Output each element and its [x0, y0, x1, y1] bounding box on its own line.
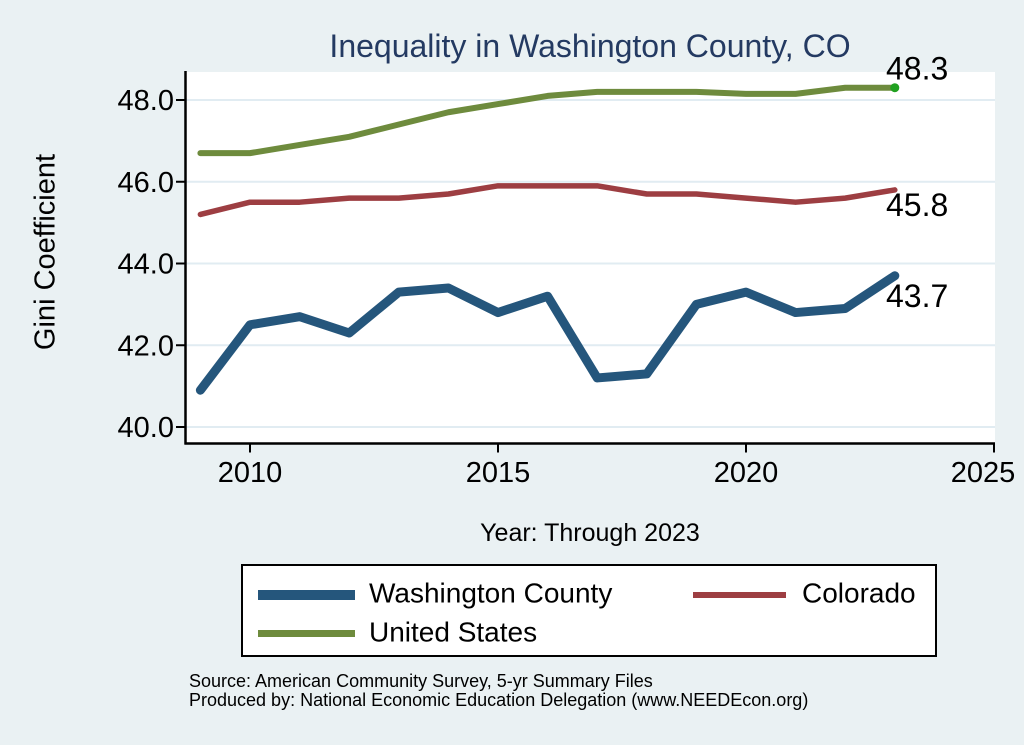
y-tick-label: 44.0 — [118, 249, 174, 281]
y-tick-label: 48.0 — [118, 85, 174, 117]
legend-label-colorado: Colorado — [802, 577, 916, 609]
y-tick-label: 42.0 — [118, 330, 174, 362]
legend-swatch-united-states — [258, 630, 355, 637]
x-tick-label: 2025 — [951, 457, 1016, 489]
x-tick-label: 2010 — [218, 457, 283, 489]
legend-label-washington-county: Washington County — [369, 577, 613, 609]
series-line-washington-county — [195, 271, 900, 395]
chart-title: Inequality in Washington County, CO — [329, 28, 851, 64]
series-end-marker — [890, 83, 900, 93]
y-axis-title: Gini Coefficient — [29, 153, 62, 351]
legend-swatch-washington-county — [258, 590, 355, 600]
series-end-label-colorado: 45.8 — [886, 187, 948, 223]
x-tick-label: 2015 — [466, 457, 531, 489]
footer-notes: Source: American Community Survey, 5-yr … — [189, 672, 808, 710]
plot-area — [186, 72, 995, 443]
produced-by-note: Produced by: National Economic Education… — [189, 690, 809, 710]
series-line-colorado — [197, 183, 898, 218]
series-line-united-states — [197, 84, 898, 157]
legend-label-united-states: United States — [369, 616, 538, 648]
x-tick-label: 2020 — [714, 457, 779, 489]
y-tick-label: 40.0 — [118, 412, 174, 444]
series-end-label-united-states: 48.3 — [886, 51, 948, 87]
source-note: Source: American Community Survey, 5-yr … — [189, 671, 653, 691]
legend-swatch-colorado — [693, 592, 786, 598]
x-axis-title: Year: Through 2023 — [480, 519, 700, 547]
y-tick-label: 46.0 — [118, 167, 174, 199]
series-end-label-washington-county: 43.7 — [886, 278, 948, 314]
legend: Washington County Colorado United States — [241, 564, 937, 657]
